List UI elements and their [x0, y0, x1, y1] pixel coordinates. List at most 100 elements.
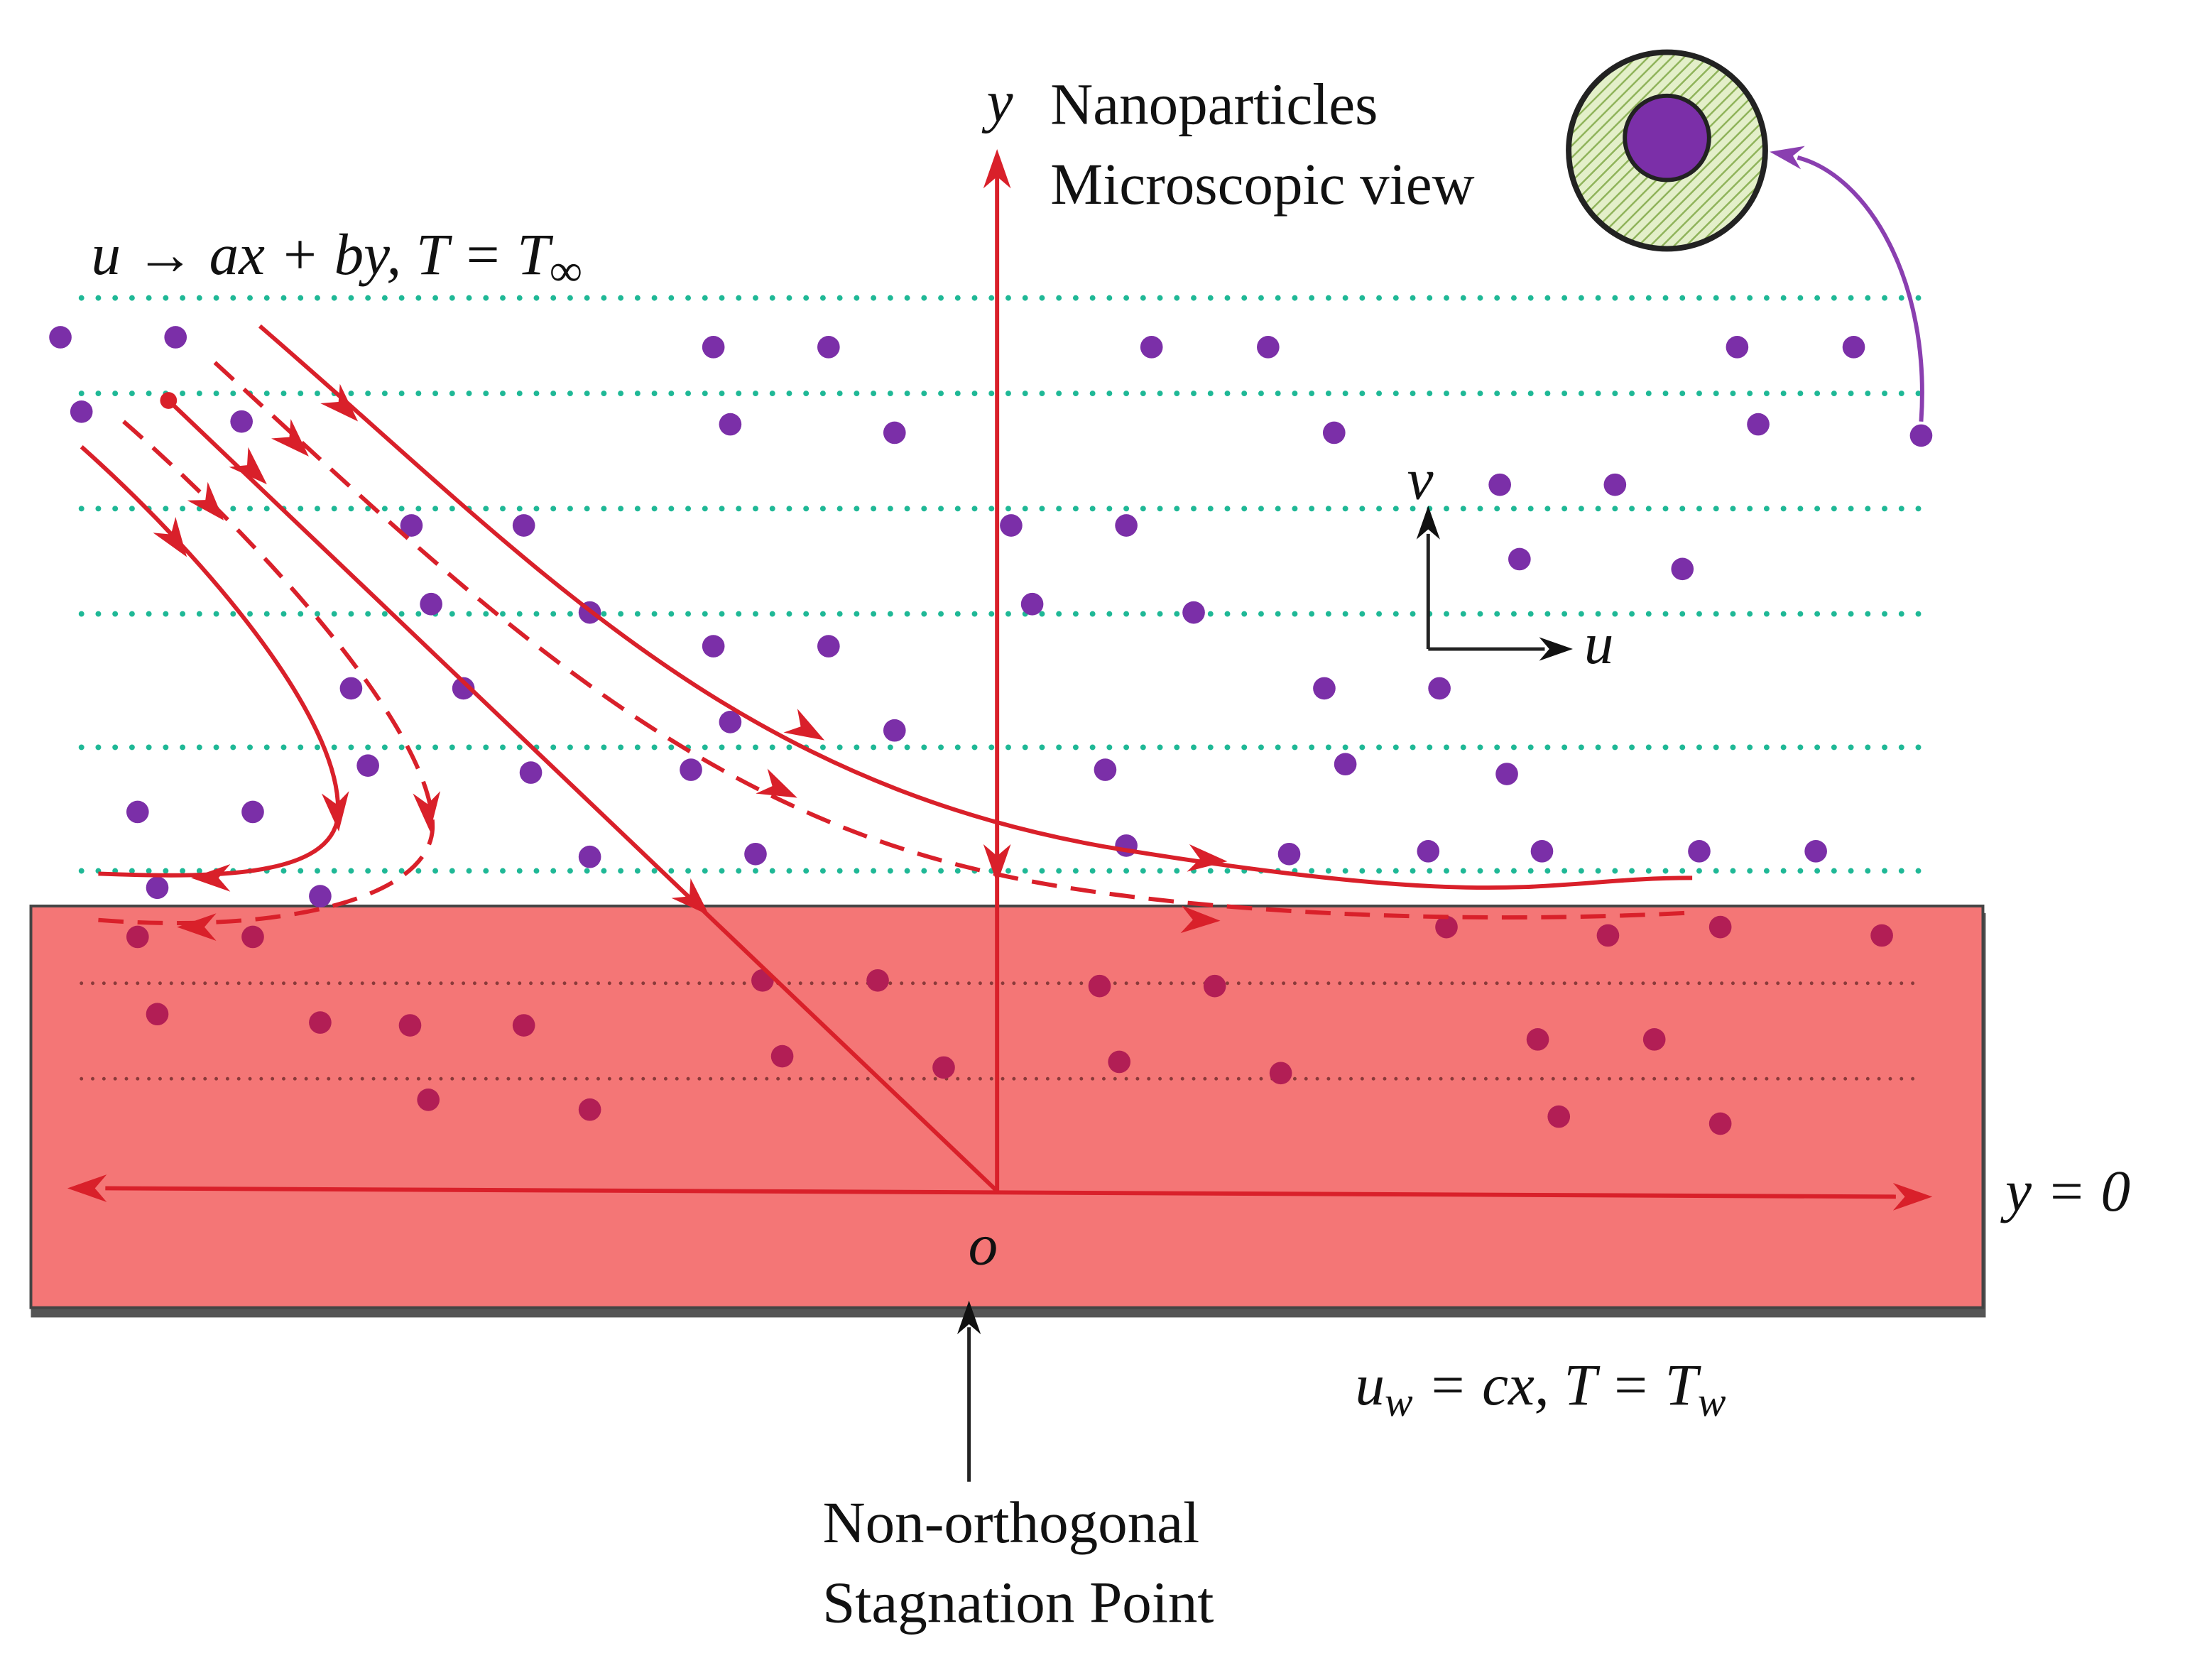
- nanoparticle: [1140, 336, 1163, 359]
- v-label: v: [1407, 446, 1434, 511]
- nanoparticle: [519, 761, 543, 784]
- arrowhead: [671, 878, 709, 916]
- nanoparticle: [1688, 840, 1711, 863]
- freestream-condition: u → ax + by, T = T∞: [92, 222, 582, 295]
- nanoparticle: [146, 876, 169, 900]
- arrowhead: [320, 383, 359, 422]
- nanoparticle: [817, 635, 840, 658]
- freestream-main: u → ax + by, T = T: [92, 222, 555, 287]
- nanoparticle: [1322, 421, 1346, 444]
- nanoparticle: [578, 1098, 601, 1121]
- nanoparticle: [1182, 601, 1205, 624]
- nanoparticle: [1020, 592, 1044, 616]
- nanoparticle: [512, 514, 535, 537]
- arrowhead: [177, 913, 217, 941]
- nanoparticle: [1334, 753, 1357, 776]
- arrowhead: [1892, 1182, 1933, 1211]
- nanoparticle: [241, 925, 264, 949]
- nanoparticle: [719, 413, 742, 436]
- nanoparticle: [309, 1011, 332, 1034]
- arrowhead: [321, 791, 349, 832]
- arrowhead: [983, 148, 1011, 189]
- stagnation-label-2: Stagnation Point: [822, 1570, 1214, 1635]
- nanoparticle: [417, 1089, 440, 1111]
- wall-main: = cx, T = T: [1413, 1352, 1702, 1417]
- wall-sub-2: w: [1698, 1378, 1726, 1425]
- start-dot: [160, 392, 178, 409]
- arrowhead: [190, 864, 231, 892]
- plate: [29, 904, 1985, 1309]
- arrowhead: [783, 709, 825, 741]
- nanoparticle: [339, 677, 363, 700]
- nanoparticle: [1203, 974, 1226, 998]
- nanoparticle: [1108, 1050, 1131, 1074]
- nanoparticle: [770, 1044, 794, 1068]
- nanoparticle: [866, 969, 889, 992]
- nanoparticle: [1257, 336, 1280, 359]
- nanoparticle: [400, 514, 423, 537]
- nanoparticle: [1417, 840, 1440, 863]
- nanoparticle: [512, 1014, 535, 1037]
- nanoparticle: [1596, 924, 1620, 947]
- nanoparticle: [1804, 840, 1827, 863]
- nanoparticle: [146, 1003, 169, 1026]
- arrowhead: [1187, 844, 1228, 872]
- streamline: [258, 324, 1693, 890]
- origin-label: o: [969, 1211, 998, 1277]
- nanoparticle: [452, 677, 475, 700]
- wall-u: u: [1355, 1352, 1385, 1417]
- streamline: [213, 361, 1686, 920]
- nanoparticle: [1094, 758, 1117, 781]
- arrowhead: [187, 481, 224, 520]
- microscopic-view-label: Microscopic view: [1050, 151, 1474, 217]
- nanoparticle: [241, 800, 264, 824]
- nanoparticle: [883, 421, 906, 444]
- nanoparticle: [1277, 842, 1301, 866]
- arrowhead: [756, 768, 797, 798]
- nanoparticle: [49, 326, 72, 349]
- stagnation-label-1: Non-orthogonal: [823, 1490, 1199, 1555]
- x-axis: [105, 1186, 1896, 1199]
- local-axes: [1426, 533, 1545, 651]
- nanoparticle: [817, 336, 840, 359]
- nanoparticle: [230, 410, 253, 433]
- nanoparticle: [1428, 677, 1451, 700]
- nanoparticle: [1671, 557, 1694, 581]
- wall-condition: uw = cx, T = Tw: [1355, 1352, 1726, 1425]
- nanoparticle: [883, 719, 906, 742]
- nanoparticle: [1642, 1028, 1666, 1051]
- nanoparticle: [578, 845, 601, 868]
- nanoparticle: [1508, 547, 1531, 571]
- arrowhead: [1770, 146, 1805, 170]
- nanoparticle: [164, 326, 187, 349]
- zoom-arrow: [1797, 155, 1924, 422]
- nanoparticle: [1708, 915, 1732, 939]
- nanoparticle: [1603, 473, 1627, 496]
- arrowhead: [983, 844, 1011, 884]
- u-label: u: [1584, 611, 1614, 676]
- nanoparticle: [1488, 473, 1511, 496]
- nanoparticle: [1870, 924, 1893, 947]
- nanoparticle: [702, 336, 725, 359]
- arrowhead: [413, 791, 441, 832]
- nanoparticle: [1909, 424, 1933, 447]
- nanoparticle: [1435, 915, 1458, 939]
- wall-label: y = 0: [2000, 1158, 2130, 1223]
- wall-sub-1: w: [1385, 1378, 1413, 1425]
- nanoparticle: [932, 1056, 955, 1079]
- nanoparticle: [1842, 336, 1865, 359]
- arrowhead: [956, 1300, 981, 1335]
- nanoparticle: [1547, 1105, 1571, 1128]
- nanoparticle: [1313, 677, 1336, 700]
- nanoparticle: [744, 842, 767, 866]
- nanoparticle: [356, 754, 379, 778]
- freestream-sub: ∞: [550, 246, 582, 295]
- nanoparticles-label: Nanoparticles: [1050, 71, 1378, 136]
- arrowhead: [1180, 905, 1221, 934]
- arrowhead: [67, 1174, 107, 1202]
- layout: [29, 49, 1986, 1482]
- nanoparticle: [1526, 1028, 1549, 1051]
- arrowhead: [1539, 637, 1573, 661]
